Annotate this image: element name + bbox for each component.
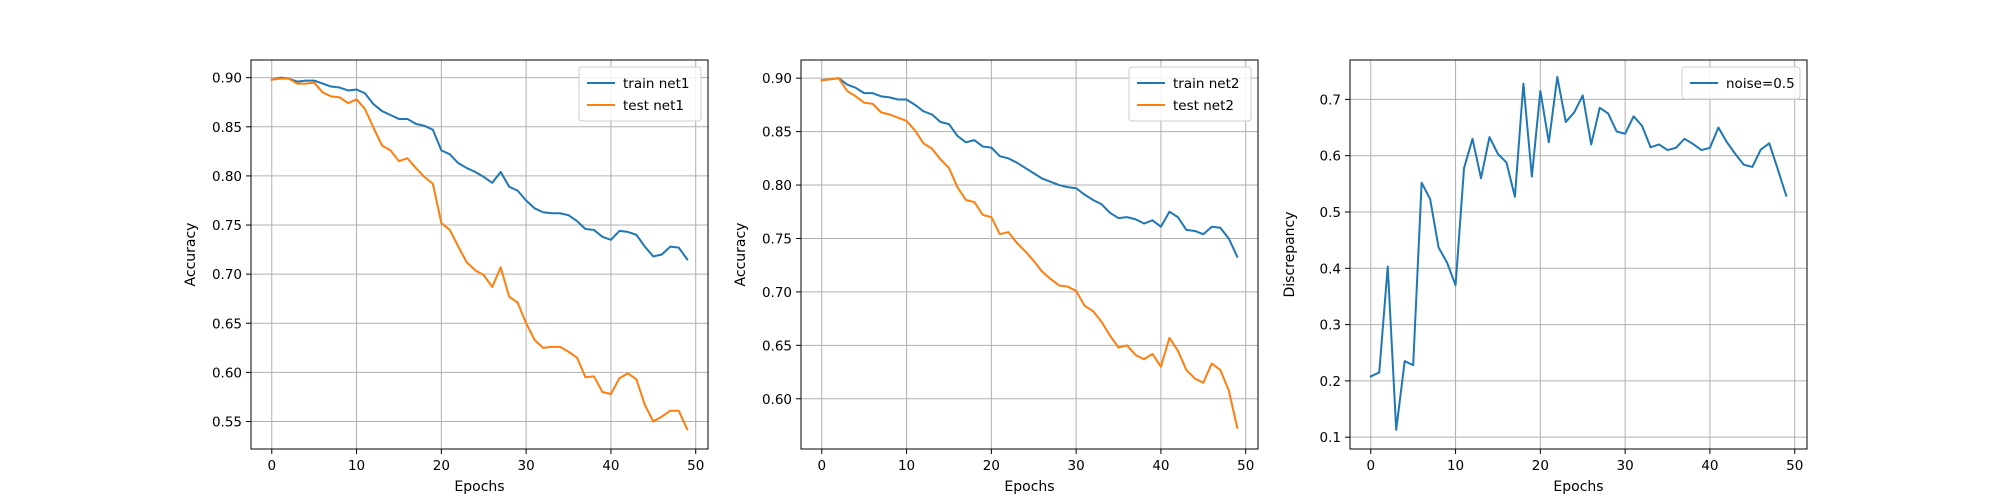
y-tick-label: 0.85: [212, 120, 242, 136]
x-tick-label: 20: [983, 458, 1000, 474]
axes-frame: [800, 59, 1259, 450]
legend-label: noise=0.5: [1726, 76, 1795, 92]
y-tick-label: 0.70: [212, 267, 242, 283]
y-tick-label: 0.65: [762, 338, 792, 354]
legend: train net2 test net2: [1128, 66, 1252, 122]
x-tick-label: 10: [1447, 458, 1464, 474]
accuracy-net1-chart: 0 10 20 30 40 50 0.55 0.60 0.65 0.70 0.75 0.80 0.85 0…: [183, 59, 709, 495]
y-tick-label: 0.1: [1320, 430, 1341, 446]
accuracy-net2-chart: 0 10 20 30 40 50 0.60 0.65 0.70 0.75 0.80 0.85 0.90 E…: [733, 59, 1259, 495]
axes-frame: [250, 59, 709, 450]
y-tick-label: 0.75: [212, 218, 242, 234]
y-tick-label: 0.2: [1320, 374, 1341, 390]
series-line-2: [270, 77, 689, 431]
x-tick-label: 40: [1701, 458, 1718, 474]
series-line-2: [820, 77, 1239, 429]
y-tick-label: 0.60: [762, 392, 792, 408]
y-tick-label: 0.80: [212, 169, 242, 185]
x-tick-label: 0: [1366, 458, 1375, 474]
legend-label: test net2: [1173, 98, 1234, 114]
x-axis-label: Epochs: [454, 479, 504, 495]
y-tick-label: 0.60: [212, 365, 242, 381]
y-tick-label: 0.90: [762, 71, 792, 87]
x-tick-label: 30: [1068, 458, 1085, 474]
y-tick-label: 0.85: [762, 125, 792, 141]
legend: noise=0.5: [1681, 66, 1801, 100]
legend: train net1 test net1: [578, 66, 702, 122]
legend-box: [1128, 66, 1252, 122]
plot-area: [1350, 60, 1807, 449]
y-axis-label: Accuracy: [183, 223, 199, 287]
x-tick-label: 20: [1532, 458, 1549, 474]
discrepancy-chart: 0 10 20 30 40 50 0.1 0.2 0.3 0.4 0.5 0.6 0.7 Epochs Di…: [1282, 59, 1808, 495]
x-tick-label: 50: [1786, 458, 1803, 474]
x-tick-label: 40: [1152, 458, 1169, 474]
legend-label: train net1: [623, 76, 689, 92]
plot-area: [801, 60, 1258, 449]
x-tick-label: 50: [687, 458, 704, 474]
y-tick-label: 0.90: [212, 71, 242, 87]
y-tick-label: 0.80: [762, 178, 792, 194]
x-tick-label: 10: [898, 458, 915, 474]
x-tick-label: 30: [518, 458, 535, 474]
legend-box: [1681, 66, 1801, 100]
x-tick-label: 0: [267, 458, 276, 474]
series-line-1: [270, 76, 689, 261]
y-axis-label: Accuracy: [733, 223, 749, 287]
x-tick-label: 10: [348, 458, 365, 474]
x-tick-label: 40: [602, 458, 619, 474]
legend-label: test net1: [623, 98, 684, 114]
y-tick-label: 0.4: [1320, 261, 1341, 277]
y-tick-label: 0.65: [212, 316, 242, 332]
axes-frame: [1349, 59, 1808, 450]
y-axis-label: Discrepancy: [1282, 211, 1298, 297]
series-line-1: [1369, 75, 1788, 431]
y-tick-label: 0.7: [1320, 92, 1341, 108]
x-axis-label: Epochs: [1553, 479, 1603, 495]
x-tick-label: 50: [1237, 458, 1254, 474]
y-tick-label: 0.70: [762, 285, 792, 301]
legend-box: [578, 66, 702, 122]
x-tick-label: 20: [433, 458, 450, 474]
x-tick-label: 0: [817, 458, 826, 474]
y-tick-label: 0.75: [762, 231, 792, 247]
y-tick-label: 0.5: [1320, 205, 1341, 221]
y-tick-label: 0.3: [1320, 318, 1341, 334]
plot-area: [251, 60, 708, 449]
series-line-1: [820, 77, 1239, 258]
legend-label: train net2: [1173, 76, 1239, 92]
x-tick-label: 30: [1617, 458, 1634, 474]
x-axis-label: Epochs: [1004, 479, 1054, 495]
y-tick-label: 0.55: [212, 414, 242, 430]
y-tick-label: 0.6: [1320, 149, 1341, 165]
